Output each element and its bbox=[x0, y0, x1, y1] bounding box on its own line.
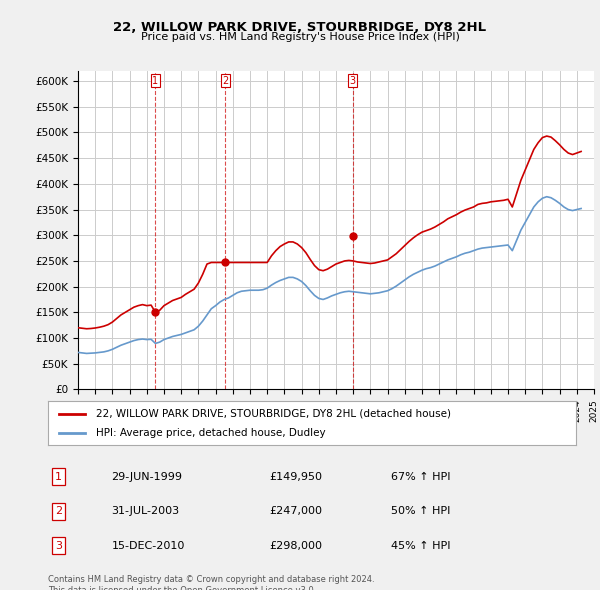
Text: 2: 2 bbox=[222, 76, 229, 86]
Text: 45% ↑ HPI: 45% ↑ HPI bbox=[391, 540, 451, 550]
Text: £247,000: £247,000 bbox=[270, 506, 323, 516]
Text: 22, WILLOW PARK DRIVE, STOURBRIDGE, DY8 2HL (detached house): 22, WILLOW PARK DRIVE, STOURBRIDGE, DY8 … bbox=[95, 409, 451, 418]
Text: 3: 3 bbox=[55, 540, 62, 550]
Text: £149,950: £149,950 bbox=[270, 471, 323, 481]
Text: 50% ↑ HPI: 50% ↑ HPI bbox=[391, 506, 451, 516]
Text: 2: 2 bbox=[55, 506, 62, 516]
Text: 29-JUN-1999: 29-JUN-1999 bbox=[112, 471, 182, 481]
Text: HPI: Average price, detached house, Dudley: HPI: Average price, detached house, Dudl… bbox=[95, 428, 325, 438]
Text: 1: 1 bbox=[55, 471, 62, 481]
Text: 67% ↑ HPI: 67% ↑ HPI bbox=[391, 471, 451, 481]
Text: 1: 1 bbox=[152, 76, 158, 86]
Text: Contains HM Land Registry data © Crown copyright and database right 2024.
This d: Contains HM Land Registry data © Crown c… bbox=[48, 575, 374, 590]
Text: 31-JUL-2003: 31-JUL-2003 bbox=[112, 506, 179, 516]
Text: Price paid vs. HM Land Registry's House Price Index (HPI): Price paid vs. HM Land Registry's House … bbox=[140, 32, 460, 42]
Text: £298,000: £298,000 bbox=[270, 540, 323, 550]
Text: 3: 3 bbox=[349, 76, 356, 86]
Text: 22, WILLOW PARK DRIVE, STOURBRIDGE, DY8 2HL: 22, WILLOW PARK DRIVE, STOURBRIDGE, DY8 … bbox=[113, 21, 487, 34]
Text: 15-DEC-2010: 15-DEC-2010 bbox=[112, 540, 185, 550]
